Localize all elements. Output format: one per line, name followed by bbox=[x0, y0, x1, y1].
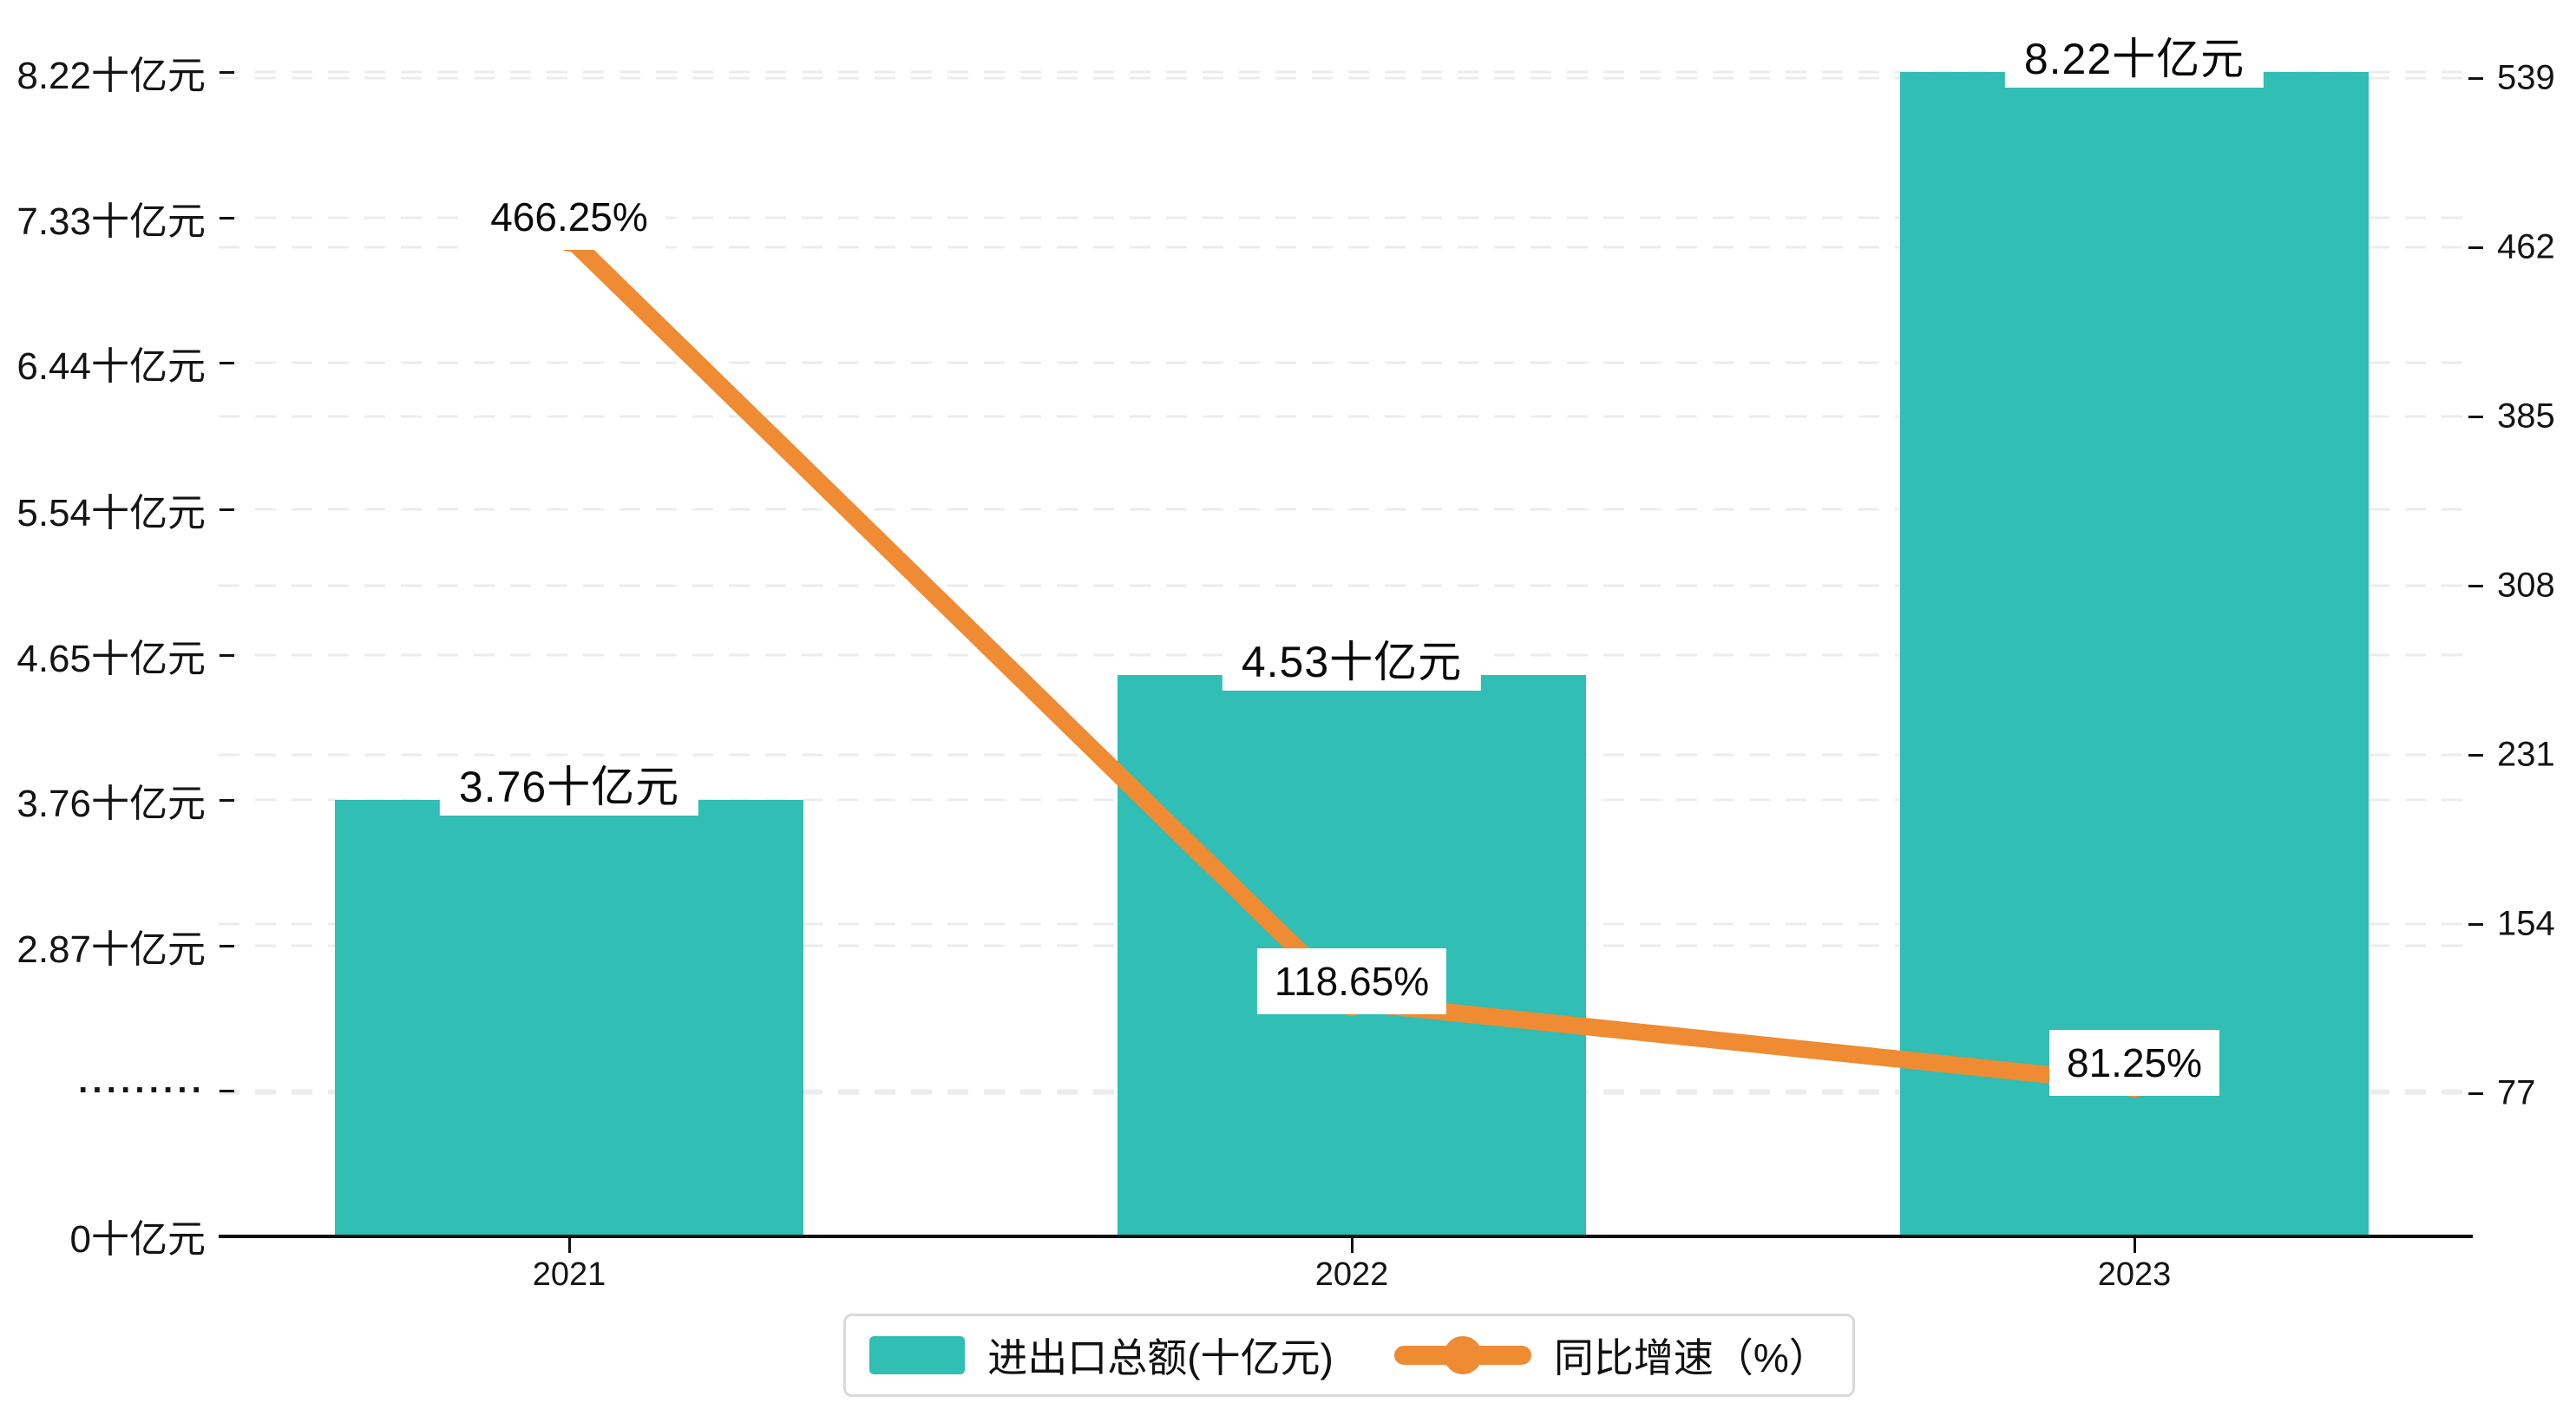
left-axis-tick-label: 7.33十亿元 bbox=[16, 200, 206, 243]
left-axis-tick-label: 5.54十亿元 bbox=[16, 492, 206, 534]
left-axis-tick-label: 6.44十亿元 bbox=[16, 345, 206, 388]
left-axis-tick bbox=[220, 654, 234, 657]
x-axis-label-2022: 2022 bbox=[1314, 1256, 1389, 1293]
x-axis-tick bbox=[568, 1238, 571, 1253]
bar-label-2023: 8.22十亿元 bbox=[2004, 30, 2265, 88]
left-axis-tick-label: 4.65十亿元 bbox=[16, 638, 206, 680]
left-axis-tick bbox=[220, 799, 234, 802]
growth-label-2023: 81.25% bbox=[2048, 1030, 2220, 1096]
x-axis-label-2023: 2023 bbox=[2097, 1256, 2172, 1293]
line-series-swatch-icon bbox=[1393, 1335, 1531, 1375]
right-axis-tick bbox=[2468, 1092, 2483, 1095]
right-axis-tick bbox=[2468, 923, 2483, 926]
right-axis-tick bbox=[2468, 416, 2483, 418]
growth-label-2022: 118.65% bbox=[1256, 948, 1447, 1014]
left-axis-tick-label: ········· bbox=[78, 1071, 206, 1110]
left-axis-tick bbox=[220, 945, 234, 947]
right-axis-tick-label: 539 bbox=[2497, 58, 2555, 97]
left-axis-tick bbox=[220, 362, 234, 364]
legend-label-growth-rate: 同比增速（%） bbox=[1553, 1335, 1829, 1380]
left-axis-tick bbox=[220, 71, 234, 74]
line-swatch-marker bbox=[1443, 1336, 1482, 1374]
x-axis-tick bbox=[2134, 1238, 2136, 1253]
growth-label-2021: 466.25% bbox=[473, 184, 665, 250]
left-axis-tick bbox=[220, 508, 234, 511]
bar-label-2021: 3.76十亿元 bbox=[439, 758, 699, 816]
right-axis-tick-label: 77 bbox=[2497, 1073, 2536, 1112]
left-axis-tick-label: 0十亿元 bbox=[69, 1218, 206, 1261]
left-axis-tick-label: 3.76十亿元 bbox=[16, 783, 206, 825]
left-axis-tick bbox=[220, 1090, 234, 1092]
legend-item-import-export-total[interactable]: 进出口总额(十亿元) bbox=[869, 1327, 1334, 1384]
legend-item-growth-rate[interactable]: 同比增速（%） bbox=[1393, 1327, 1829, 1384]
right-axis-tick-label: 385 bbox=[2497, 397, 2555, 436]
right-axis-tick bbox=[2468, 754, 2483, 757]
right-axis-tick bbox=[2468, 77, 2483, 80]
right-axis-tick-label: 308 bbox=[2497, 566, 2555, 605]
x-axis-label-2021: 2021 bbox=[532, 1256, 606, 1293]
left-axis-tick-label: 8.22十亿元 bbox=[16, 55, 206, 97]
right-axis-tick bbox=[2468, 585, 2483, 587]
left-axis-tick-label: 2.87十亿元 bbox=[16, 928, 206, 971]
right-axis-tick-label: 462 bbox=[2497, 227, 2555, 266]
legend: 进出口总额(十亿元) 同比增速（%） bbox=[843, 1314, 1855, 1397]
bar-label-2022: 4.53十亿元 bbox=[1222, 633, 1482, 691]
right-axis-tick-label: 154 bbox=[2497, 904, 2555, 943]
bar-series-swatch-icon bbox=[869, 1336, 966, 1374]
left-axis-tick bbox=[220, 217, 234, 220]
right-axis-tick bbox=[2468, 246, 2483, 249]
legend-label-import-export-total: 进出口总额(十亿元) bbox=[987, 1335, 1334, 1380]
right-axis-tick-label: 231 bbox=[2497, 735, 2555, 774]
x-axis-tick bbox=[1351, 1238, 1354, 1253]
x-axis-line bbox=[219, 1235, 2473, 1238]
